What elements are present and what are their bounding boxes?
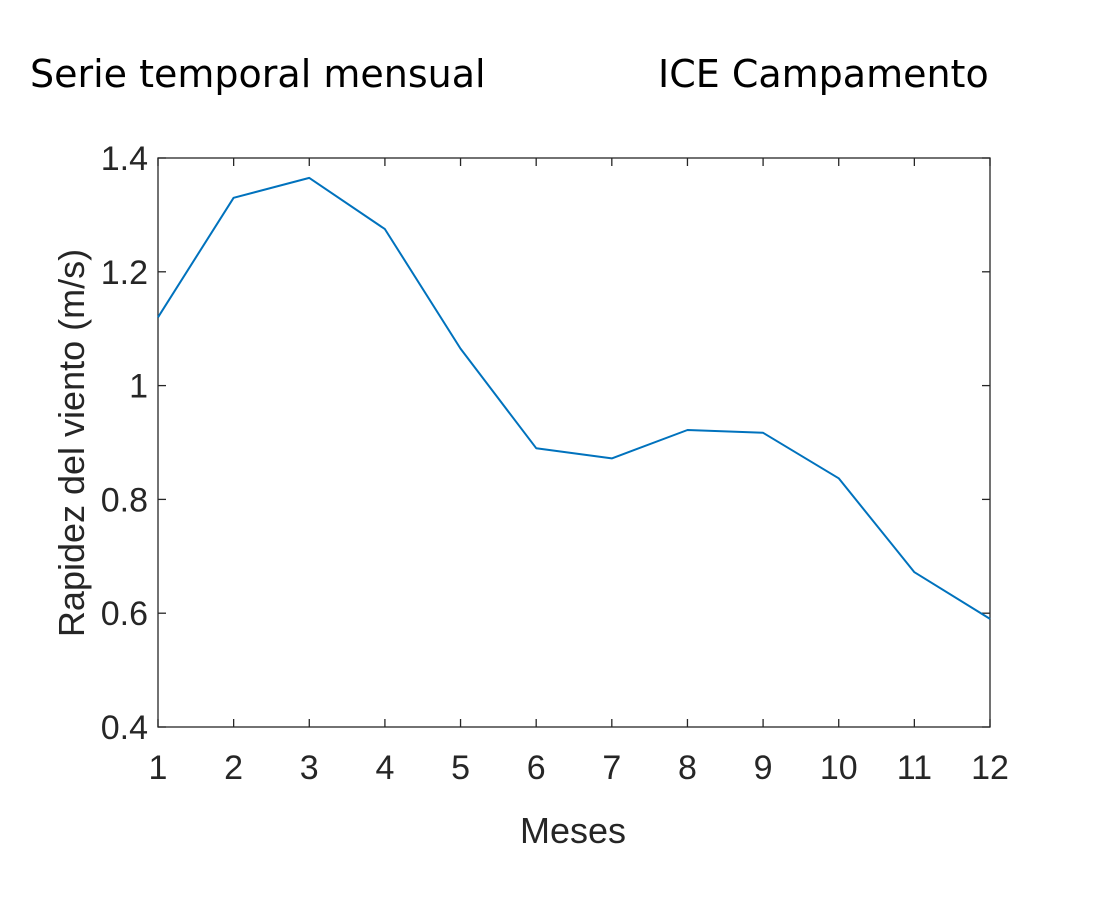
- y-tick-label: 1.4: [101, 140, 148, 178]
- x-tick-label: 12: [971, 749, 1009, 787]
- x-tick-label: 3: [300, 749, 319, 787]
- plot-frame: [157, 157, 991, 728]
- y-tick-label: 1: [129, 368, 148, 406]
- tick-labels: 1 2 3 4 5 6 7 8 9 10 11 120.40.60.811.21.4: [101, 140, 1009, 787]
- x-tick-label: 5: [451, 749, 470, 787]
- x-tick-label: 4: [375, 749, 394, 787]
- x-axis-label: Meses: [520, 810, 626, 851]
- x-tick-label: 11: [897, 749, 932, 787]
- y-tick-label: 0.4: [101, 709, 148, 747]
- x-tick-label: 6: [527, 749, 546, 787]
- x-tick-label: 2: [224, 749, 243, 787]
- header-title-right: ICE Campamento: [658, 52, 989, 96]
- x-tick-label: 7: [602, 749, 621, 787]
- series-line: [157, 176, 991, 620]
- x-tick-label: 8: [678, 749, 697, 787]
- series-layer: [157, 176, 991, 620]
- y-tick-label: 0.6: [101, 595, 148, 633]
- y-tick-label: 1.2: [101, 254, 148, 292]
- x-tick-label: 1: [149, 749, 168, 787]
- axes: [157, 157, 991, 728]
- y-axis-label: Rapidez del viento (m/s): [51, 249, 92, 637]
- y-tick-label: 0.8: [101, 481, 148, 519]
- x-tick-label: 10: [820, 749, 858, 787]
- header-title-left: Serie temporal mensual: [30, 52, 486, 96]
- x-tick-label: 9: [754, 749, 773, 787]
